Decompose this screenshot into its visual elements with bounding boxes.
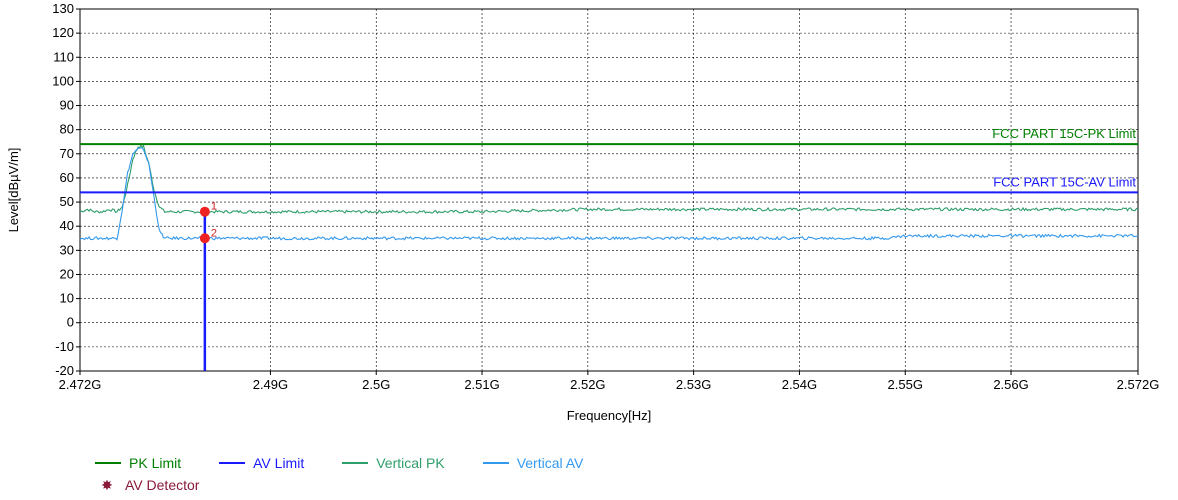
series-lines [79, 144, 1139, 241]
x-tick-label: 2.572G [1117, 377, 1160, 392]
spectrum-chart: -20 -10 0 10 20 30 40 50 60 70 80 90 100 110 120 130 2.… [6, 1, 1160, 423]
legend-label-pk-limit: PK Limit [129, 455, 182, 471]
series-line-vertical-pk [79, 144, 1139, 214]
vertical-av-swatch [482, 462, 509, 464]
legend-label-vertical-pk: Vertical PK [376, 455, 445, 471]
x-tick-label: 2.56G [993, 377, 1028, 392]
x-tick-label: 2.5G [362, 377, 390, 392]
plot-area [79, 8, 1139, 372]
legend-label-av-detector: AV Detector [125, 477, 200, 493]
av-limit-swatch [219, 462, 246, 464]
legend-item-vertical-pk: Vertical PK [342, 455, 445, 471]
x-tick-label: 2.53G [676, 377, 711, 392]
av-detector-star-icon: ✸ [101, 476, 113, 493]
marker-label: 2 [211, 227, 217, 239]
x-tick-label: 2.55G [888, 377, 923, 392]
y-tick-label: -10 [55, 339, 74, 354]
pk-limit-swatch [95, 462, 121, 464]
marker-label: 1 [211, 201, 217, 213]
y-tick-label: 70 [60, 146, 74, 161]
x-tick-label: 2.49G [253, 377, 288, 392]
y-axis-ticks: -20 -10 0 10 20 30 40 50 60 70 80 90 100 110 120 130 [52, 1, 80, 378]
legend-label-av-limit: AV Limit [253, 455, 305, 471]
y-tick-label: 20 [60, 266, 74, 281]
legend: PK Limit AV Limit Vertical PK Vertical A… [95, 452, 621, 496]
y-tick-label: 90 [60, 98, 74, 113]
y-tick-label: 100 [52, 73, 74, 88]
legend-row-lines: PK Limit AV Limit Vertical PK Vertical A… [95, 452, 621, 474]
marker-point [199, 233, 210, 244]
y-tick-label: 0 [67, 315, 74, 330]
markers: 12 [199, 201, 217, 371]
marker-point [199, 206, 210, 217]
y-tick-label: 40 [60, 218, 74, 233]
y-tick-label: 120 [52, 25, 74, 40]
legend-item-av-limit: AV Limit [219, 455, 304, 471]
limit-label: FCC PART 15C-PK Limit [992, 126, 1136, 141]
y-tick-label: 80 [60, 122, 74, 137]
grid [79, 8, 1139, 372]
limit-lines: FCC PART 15C-PK Limit FCC PART 15C-AV Lim… [80, 126, 1138, 194]
y-axis-title: Level[dBµV/m] [6, 148, 21, 233]
x-tick-label: 2.472G [59, 377, 102, 392]
series-line-vertical-av [79, 147, 1139, 241]
vertical-pk-swatch [342, 462, 369, 464]
legend-label-vertical-av: Vertical AV [516, 455, 584, 471]
y-tick-label: 50 [60, 194, 74, 209]
x-tick-label: 2.54G [782, 377, 817, 392]
y-tick-label: 10 [60, 291, 74, 306]
y-tick-label: -20 [55, 363, 74, 378]
legend-item-vertical-av: Vertical AV [482, 455, 584, 471]
y-tick-label: 60 [60, 170, 74, 185]
x-tick-label: 2.51G [464, 377, 499, 392]
legend-item-pk-limit: PK Limit [95, 455, 181, 471]
y-tick-label: 110 [53, 49, 74, 64]
y-tick-label: 130 [52, 1, 74, 16]
legend-item-av-detector: ✸ AV Detector [95, 477, 199, 494]
x-axis-title: Frequency[Hz] [567, 408, 652, 423]
y-tick-label: 30 [60, 242, 74, 257]
x-tick-label: 2.52G [570, 377, 605, 392]
x-axis-ticks: 2.472G 2.49G 2.5G 2.51G 2.52G 2.53G 2.54G 2.55G… [59, 371, 1160, 392]
legend-row-markers: ✸ AV Detector [95, 474, 621, 496]
limit-label: FCC PART 15C-AV Limit [993, 174, 1136, 189]
